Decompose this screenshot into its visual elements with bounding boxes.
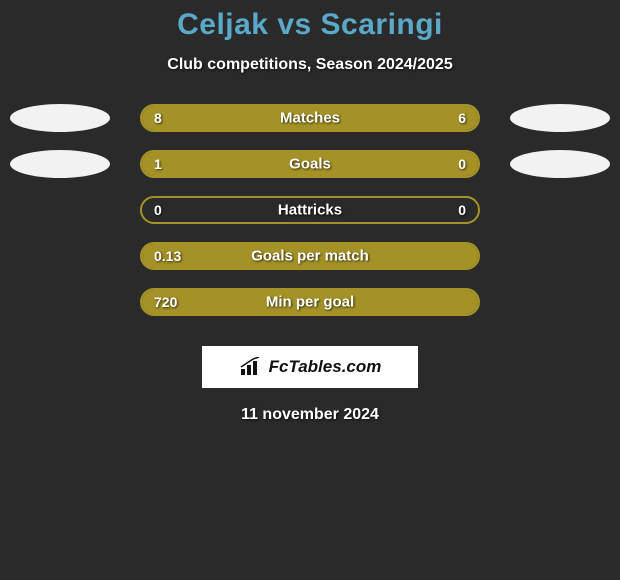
stat-label: Goals: [289, 156, 331, 173]
stat-row-gpm: 0.13 Goals per match: [0, 242, 620, 270]
footer-date: 11 november 2024: [241, 406, 379, 424]
chart-icon: [239, 357, 263, 377]
main-container: Celjak vs Scaringi Club competitions, Se…: [0, 0, 620, 424]
stat-row-hattricks: 0 Hattricks 0: [0, 196, 620, 224]
player-oval-left: [10, 150, 110, 178]
page-title: Celjak vs Scaringi: [177, 8, 443, 42]
brand-inner: FcTables.com: [239, 357, 382, 377]
stat-bar: 8 Matches 6: [140, 104, 480, 132]
stat-bar: 1 Goals 0: [140, 150, 480, 178]
bar-fill-right: [401, 152, 478, 176]
stat-bar: 720 Min per goal: [140, 288, 480, 316]
stat-row-goals: 1 Goals 0: [0, 150, 620, 178]
stat-value-left: 720: [154, 294, 177, 310]
stat-label: Matches: [280, 110, 340, 127]
player-oval-right: [510, 104, 610, 132]
stat-row-mpg: 720 Min per goal: [0, 288, 620, 316]
stat-value-left: 0.13: [154, 248, 181, 264]
stat-label: Goals per match: [251, 248, 369, 265]
stat-value-right: 0: [458, 202, 466, 218]
stat-value-right: 6: [458, 110, 466, 126]
stat-label: Min per goal: [266, 294, 354, 311]
stat-bar: 0.13 Goals per match: [140, 242, 480, 270]
bar-fill-right: [334, 106, 478, 130]
stat-label: Hattricks: [278, 202, 342, 219]
player-oval-left: [10, 104, 110, 132]
bar-fill-left: [142, 152, 401, 176]
brand-box: FcTables.com: [202, 346, 418, 388]
player-oval-right: [510, 150, 610, 178]
stat-value-left: 1: [154, 156, 162, 172]
stat-value-right: 0: [458, 156, 466, 172]
stat-bar: 0 Hattricks 0: [140, 196, 480, 224]
page-subtitle: Club competitions, Season 2024/2025: [167, 56, 452, 74]
stat-value-left: 8: [154, 110, 162, 126]
stat-row-matches: 8 Matches 6: [0, 104, 620, 132]
stat-value-left: 0: [154, 202, 162, 218]
brand-text: FcTables.com: [269, 357, 382, 377]
